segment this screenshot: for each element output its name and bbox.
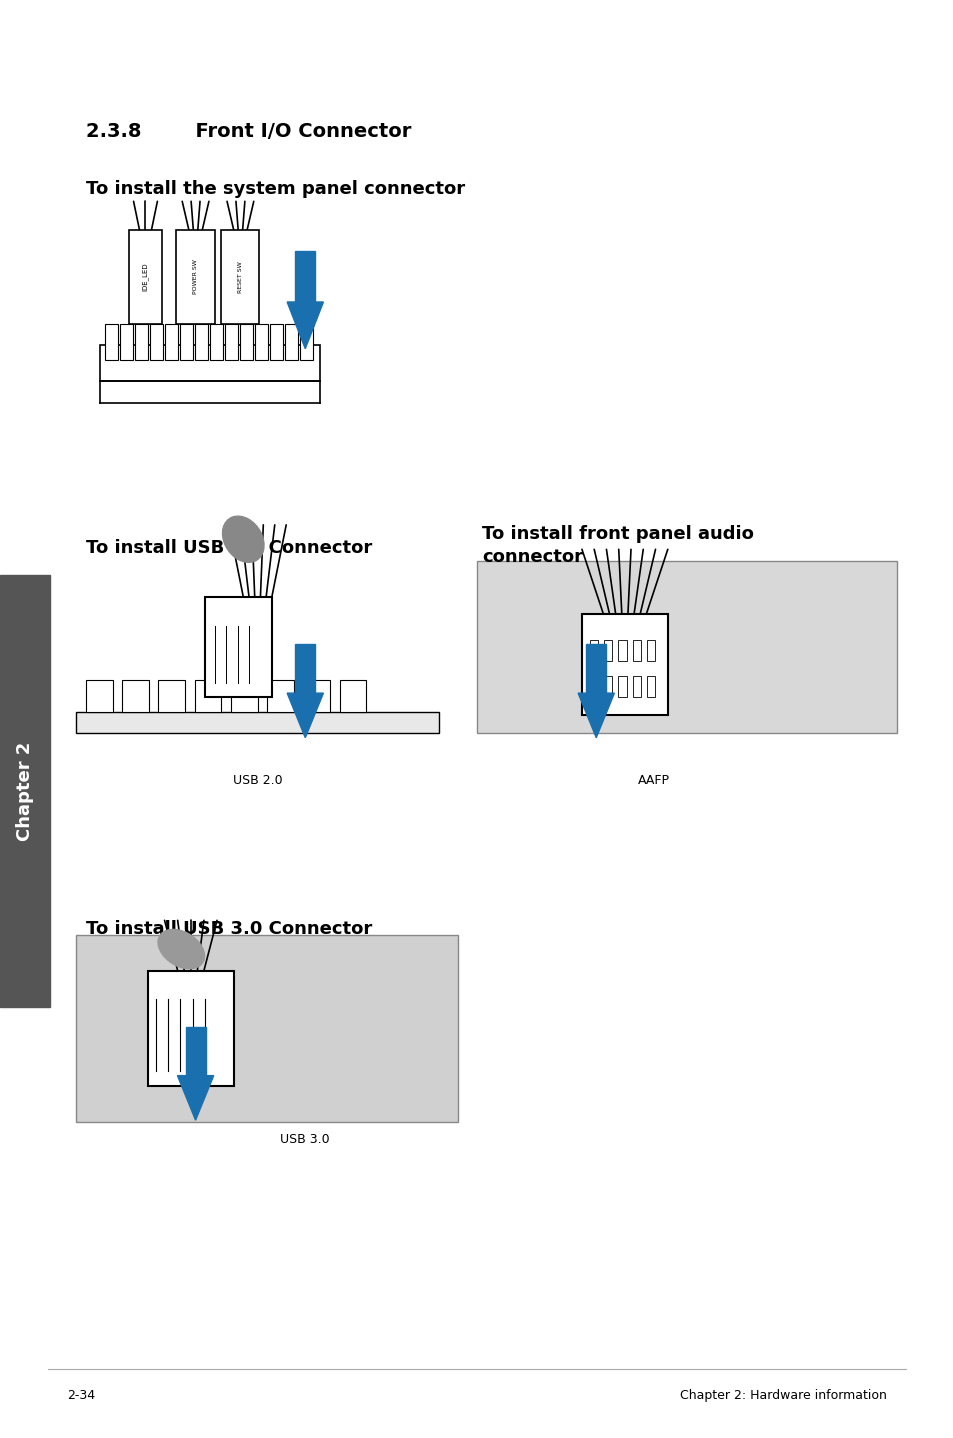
Bar bbox=[632, 676, 640, 697]
Bar bbox=[646, 676, 655, 697]
Bar bbox=[646, 640, 655, 661]
Bar bbox=[158, 680, 185, 712]
Bar bbox=[194, 324, 208, 360]
Bar bbox=[150, 324, 162, 360]
Bar bbox=[210, 324, 222, 360]
Text: To install front panel audio
connector: To install front panel audio connector bbox=[481, 525, 753, 567]
Bar bbox=[295, 250, 314, 302]
Bar bbox=[86, 680, 112, 712]
Bar bbox=[270, 324, 282, 360]
Text: AAFP: AAFP bbox=[637, 774, 669, 787]
Bar bbox=[603, 640, 612, 661]
Bar bbox=[186, 1027, 205, 1076]
Bar bbox=[632, 640, 640, 661]
Bar bbox=[239, 324, 253, 360]
Bar bbox=[205, 597, 272, 697]
Bar bbox=[267, 680, 294, 712]
Text: IDE_LED: IDE_LED bbox=[142, 263, 149, 290]
Text: 2-34: 2-34 bbox=[67, 1389, 94, 1402]
Ellipse shape bbox=[158, 929, 204, 969]
Bar bbox=[299, 324, 313, 360]
Bar bbox=[76, 935, 457, 1122]
Text: To install USB 2.0 Connector: To install USB 2.0 Connector bbox=[86, 539, 372, 558]
Bar bbox=[176, 230, 214, 324]
Bar bbox=[105, 324, 117, 360]
Bar bbox=[586, 644, 605, 693]
Bar bbox=[221, 230, 259, 324]
Text: Chapter 2: Hardware information: Chapter 2: Hardware information bbox=[679, 1389, 886, 1402]
Bar bbox=[148, 971, 233, 1086]
Bar bbox=[225, 324, 237, 360]
Bar bbox=[231, 680, 257, 712]
Bar bbox=[285, 324, 297, 360]
Bar bbox=[120, 324, 132, 360]
Bar bbox=[618, 640, 626, 661]
Text: To install USB 3.0 Connector: To install USB 3.0 Connector bbox=[86, 920, 372, 939]
Bar bbox=[0, 575, 50, 1007]
Bar bbox=[76, 712, 438, 733]
Polygon shape bbox=[177, 1076, 213, 1120]
Bar bbox=[589, 676, 598, 697]
Bar bbox=[618, 676, 626, 697]
Text: USB 2.0: USB 2.0 bbox=[233, 774, 282, 787]
Bar bbox=[134, 324, 148, 360]
Text: POWER SW: POWER SW bbox=[193, 259, 198, 295]
Bar bbox=[476, 561, 896, 733]
Text: Chapter 2: Chapter 2 bbox=[16, 741, 33, 841]
Bar bbox=[165, 324, 177, 360]
Bar bbox=[295, 644, 314, 693]
Polygon shape bbox=[287, 302, 323, 348]
Text: 2.3.8        Front I/O Connector: 2.3.8 Front I/O Connector bbox=[86, 122, 411, 141]
Text: To install the system panel connector: To install the system panel connector bbox=[86, 180, 464, 198]
Bar bbox=[581, 614, 667, 715]
Bar bbox=[303, 680, 330, 712]
Bar bbox=[589, 640, 598, 661]
Polygon shape bbox=[578, 693, 614, 738]
Bar bbox=[254, 324, 267, 360]
Bar bbox=[100, 345, 319, 381]
Bar bbox=[603, 676, 612, 697]
Bar bbox=[194, 680, 221, 712]
Polygon shape bbox=[287, 693, 323, 738]
Ellipse shape bbox=[222, 516, 264, 562]
Bar bbox=[339, 680, 366, 712]
Bar bbox=[122, 680, 149, 712]
Text: USB 3.0: USB 3.0 bbox=[280, 1133, 330, 1146]
Bar bbox=[129, 230, 162, 324]
Text: RESET SW: RESET SW bbox=[237, 260, 243, 293]
Bar bbox=[180, 324, 193, 360]
